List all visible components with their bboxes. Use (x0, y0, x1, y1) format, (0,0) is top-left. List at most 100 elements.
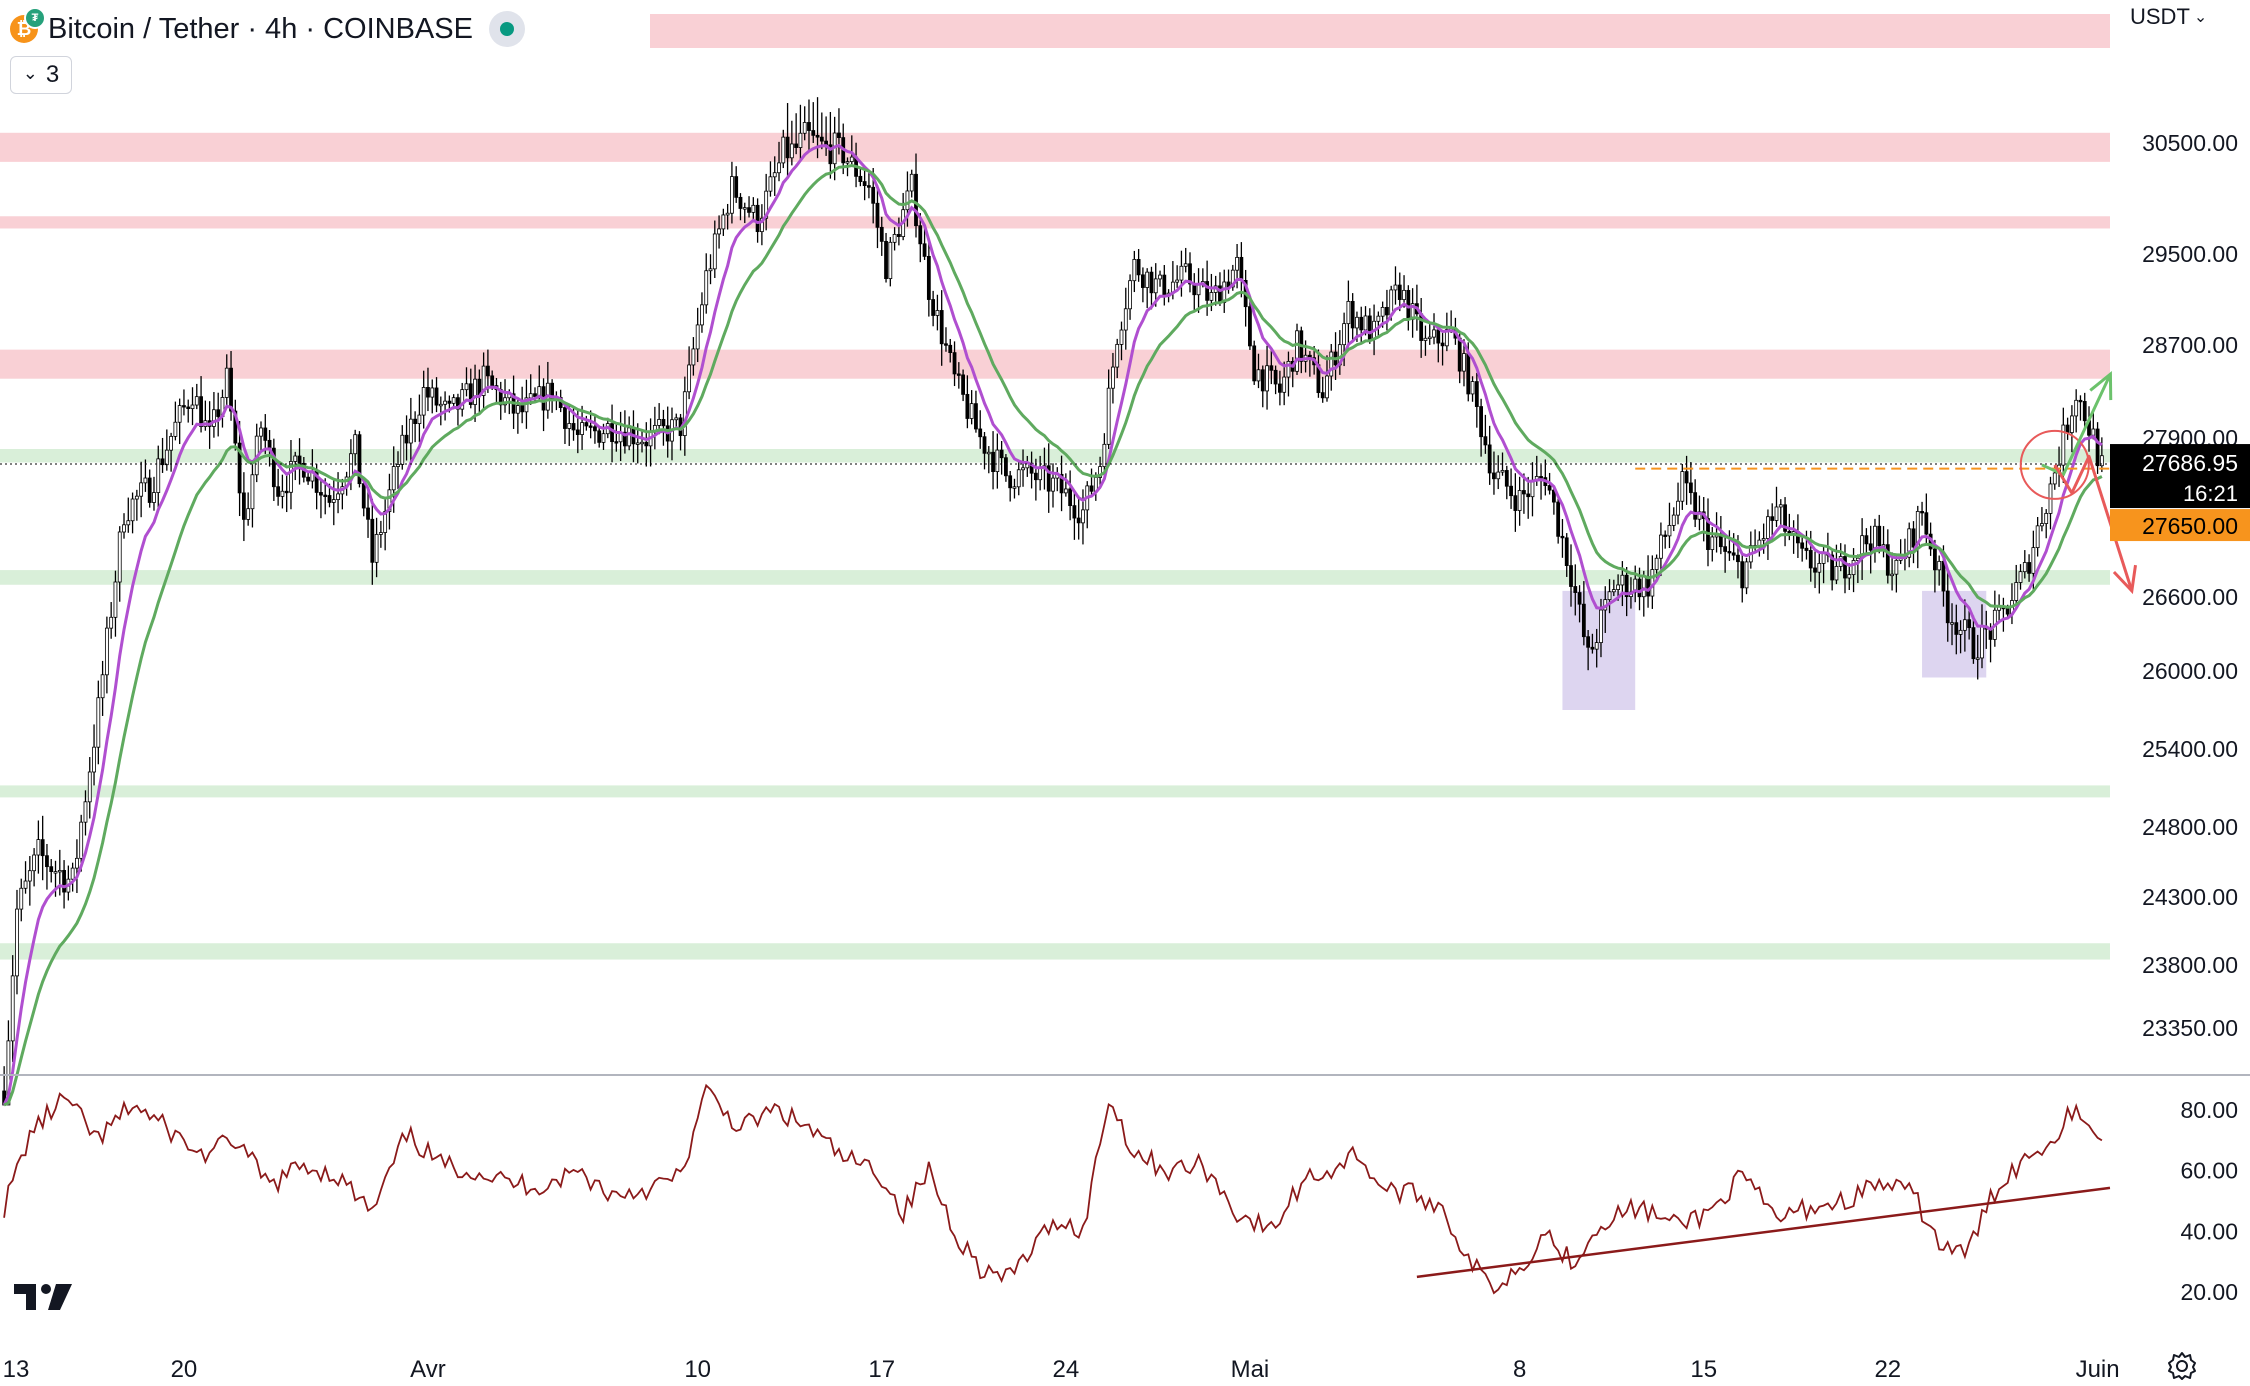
candle-body (443, 400, 447, 405)
candle-body (1282, 376, 1287, 393)
candle-body (789, 143, 794, 159)
price-tick-label: 28700.00 (2142, 332, 2238, 358)
candle-body (1393, 284, 1398, 291)
candle-body (584, 422, 589, 427)
candle-body (794, 143, 799, 148)
candle-body (1684, 471, 1689, 484)
candle-body (1727, 551, 1732, 554)
candle-body (1504, 470, 1509, 487)
market-status-button[interactable] (488, 11, 525, 47)
candle-body (914, 173, 918, 227)
indicators-toggle-button[interactable]: ⌄ 3 (10, 56, 72, 94)
candle-body (588, 425, 593, 428)
candle-body (387, 489, 392, 512)
candle-body (1273, 369, 1278, 385)
candle-body (190, 404, 195, 409)
symbol-title[interactable]: Bitcoin / Tether · 4h · COINBASE (48, 12, 473, 45)
candle-body (417, 414, 422, 425)
candle-body (169, 435, 174, 451)
candle-body (640, 441, 644, 445)
candle-body (978, 428, 983, 438)
candle-body (1637, 578, 1642, 598)
time-tick-label: Avr (410, 1356, 446, 1383)
candle-body (70, 867, 75, 880)
candle-body (1526, 493, 1531, 498)
bullish-arrow (2041, 373, 2112, 477)
tradingview-logo-icon[interactable] (14, 1280, 78, 1314)
candle-body (935, 310, 940, 316)
resistance-zone (0, 216, 2110, 229)
candle-body (781, 136, 786, 164)
candle-body (96, 697, 101, 748)
candle-body (1560, 535, 1565, 539)
indicator-count: 3 (45, 61, 60, 88)
highlight-boxes-layer (1562, 590, 1987, 710)
candle-body (1068, 488, 1073, 507)
gear-icon[interactable] (2166, 1350, 2198, 1382)
candle-body (1183, 263, 1188, 267)
candle-body (819, 136, 824, 142)
candle-body (447, 400, 452, 404)
candle-body (969, 403, 974, 419)
candle-body (1038, 467, 1043, 481)
candle-body (1577, 592, 1582, 605)
candle-body (1385, 306, 1389, 316)
price-tick-label: 26000.00 (2142, 658, 2238, 684)
candle-body (614, 441, 619, 444)
candle-body (1466, 353, 1471, 395)
candle-body (100, 674, 105, 699)
resistance-zone (0, 349, 2110, 379)
last-price-tag (2110, 444, 2250, 509)
candle-body (1710, 536, 1715, 550)
candle-body (2099, 455, 2104, 467)
candle-body (1081, 509, 1085, 524)
candle-body (1774, 506, 1779, 521)
candle-body (460, 389, 465, 410)
candle-body (2078, 399, 2083, 403)
candle-body (837, 132, 841, 138)
candle-body (19, 887, 24, 910)
candle-body (1235, 256, 1239, 271)
candle-body (336, 493, 340, 500)
candle-body (2044, 513, 2049, 524)
candle-body (468, 383, 473, 405)
candle-body (194, 396, 199, 406)
last-price-label: 27686.95 (2142, 450, 2238, 476)
candle-body (875, 202, 880, 228)
candle-body (1894, 559, 1899, 575)
candle-body (1153, 278, 1158, 294)
candle-body (1427, 336, 1432, 340)
time-tick-label: 22 (1874, 1356, 1901, 1383)
candle-body (430, 387, 435, 398)
candle-body (486, 365, 490, 377)
candle-body (884, 240, 888, 280)
candle-body (173, 421, 178, 437)
candle-body (1188, 263, 1192, 285)
candle-body (1569, 565, 1573, 587)
candle-body (1688, 482, 1693, 494)
highlight-box (1562, 590, 1636, 710)
candle-body (1890, 573, 1894, 577)
candle-body (905, 190, 910, 211)
candle-body (293, 455, 298, 462)
candle-body (186, 406, 191, 409)
candle-body (216, 409, 221, 417)
candle-body (1967, 619, 1972, 629)
candle-body (40, 839, 45, 857)
candle-body (32, 854, 37, 872)
candle-body (1573, 586, 1578, 593)
candle-body (130, 498, 135, 522)
candle-body (1663, 534, 1668, 537)
candle-body (1864, 535, 1869, 545)
currency-selector[interactable]: USDT ⌄ (2130, 4, 2207, 30)
candle-body (815, 134, 820, 138)
candle-body (1924, 512, 1929, 535)
candle-body (1260, 369, 1265, 392)
candle-body (764, 190, 769, 219)
candle-body (280, 490, 285, 497)
candle-body (1932, 548, 1937, 571)
candle-body (635, 442, 640, 445)
candle-body (434, 387, 439, 406)
candle-body (849, 156, 854, 162)
